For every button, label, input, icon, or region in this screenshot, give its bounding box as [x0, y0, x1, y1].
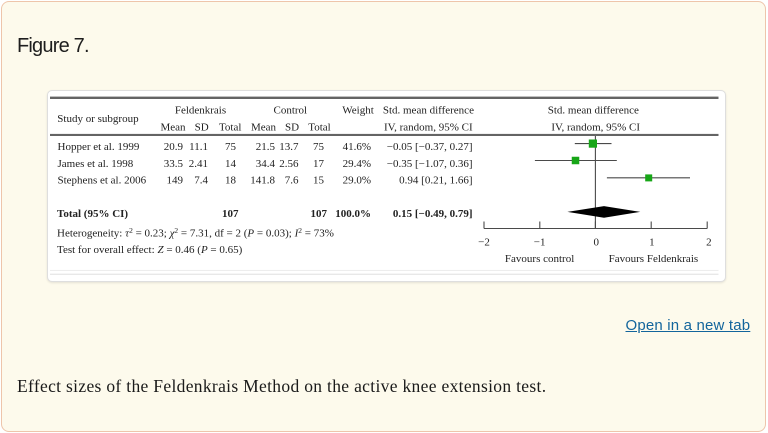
svg-text:−2: −2 — [478, 237, 490, 249]
svg-text:20.9: 20.9 — [164, 141, 184, 153]
svg-text:Favours control: Favours control — [505, 253, 574, 265]
svg-text:75: 75 — [313, 141, 325, 153]
svg-text:James et al. 1998: James et al. 1998 — [58, 158, 134, 170]
svg-text:SD: SD — [195, 122, 209, 134]
svg-text:149: 149 — [167, 175, 184, 187]
svg-text:Mean: Mean — [160, 122, 186, 134]
svg-text:100.0%: 100.0% — [335, 208, 371, 220]
svg-text:Mean: Mean — [251, 122, 277, 134]
svg-text:Heterogeneity: τ2 = 0.23; χ2 =: Heterogeneity: τ2 = 0.23; χ2 = 7.31, df … — [57, 226, 334, 240]
svg-text:34.4: 34.4 — [256, 158, 276, 170]
svg-text:0: 0 — [594, 237, 600, 249]
svg-text:29.0%: 29.0% — [343, 175, 371, 187]
svg-text:Hopper et al. 1999: Hopper et al. 1999 — [58, 141, 140, 153]
svg-text:7.4: 7.4 — [194, 175, 208, 187]
svg-text:75: 75 — [225, 141, 237, 153]
svg-text:Total (95% CI): Total (95% CI) — [57, 208, 128, 220]
svg-text:7.6: 7.6 — [285, 175, 299, 187]
svg-text:−0.05 [−0.37, 0.27]: −0.05 [−0.37, 0.27] — [387, 141, 473, 153]
svg-text:Total: Total — [219, 122, 241, 134]
svg-text:15: 15 — [313, 175, 325, 187]
svg-text:2.41: 2.41 — [189, 158, 208, 170]
svg-text:141.8: 141.8 — [250, 175, 275, 187]
svg-text:41.6%: 41.6% — [343, 141, 371, 153]
svg-text:2: 2 — [706, 237, 712, 249]
svg-text:Control: Control — [273, 105, 307, 117]
svg-text:13.7: 13.7 — [279, 141, 299, 153]
svg-text:21.5: 21.5 — [256, 141, 276, 153]
svg-text:11.1: 11.1 — [189, 141, 208, 153]
svg-text:IV, random, 95% CI: IV, random, 95% CI — [384, 122, 473, 134]
svg-text:IV, random, 95% CI: IV, random, 95% CI — [551, 122, 640, 134]
svg-text:Feldenkrais: Feldenkrais — [175, 105, 226, 117]
svg-text:1: 1 — [649, 237, 655, 249]
svg-text:Total: Total — [308, 122, 330, 134]
svg-text:17: 17 — [313, 158, 325, 170]
svg-text:14: 14 — [225, 158, 237, 170]
svg-text:2.56: 2.56 — [279, 158, 299, 170]
svg-text:107: 107 — [222, 208, 239, 220]
svg-text:Favours Feldenkrais: Favours Feldenkrais — [609, 253, 699, 265]
svg-text:−1: −1 — [534, 237, 546, 249]
svg-text:Weight: Weight — [342, 105, 374, 117]
svg-text:29.4%: 29.4% — [343, 158, 371, 170]
svg-text:Std. mean difference: Std. mean difference — [548, 105, 639, 117]
svg-text:33.5: 33.5 — [164, 158, 184, 170]
svg-text:107: 107 — [311, 208, 328, 220]
svg-text:−0.35 [−1.07, 0.36]: −0.35 [−1.07, 0.36] — [387, 158, 473, 170]
svg-text:Study or subgroup: Study or subgroup — [57, 113, 139, 125]
svg-text:Stephens et al. 2006: Stephens et al. 2006 — [58, 175, 147, 187]
svg-text:18: 18 — [225, 175, 237, 187]
svg-text:Std. mean difference: Std. mean difference — [383, 105, 474, 117]
svg-text:0.15 [−0.49, 0.79]: 0.15 [−0.49, 0.79] — [393, 208, 473, 220]
svg-text:0.94 [0.21, 1.66]: 0.94 [0.21, 1.66] — [399, 175, 472, 187]
svg-text:SD: SD — [285, 122, 299, 134]
svg-text:Test for overall effect: Z = 0: Test for overall effect: Z = 0.46 (P = 0… — [57, 244, 243, 256]
